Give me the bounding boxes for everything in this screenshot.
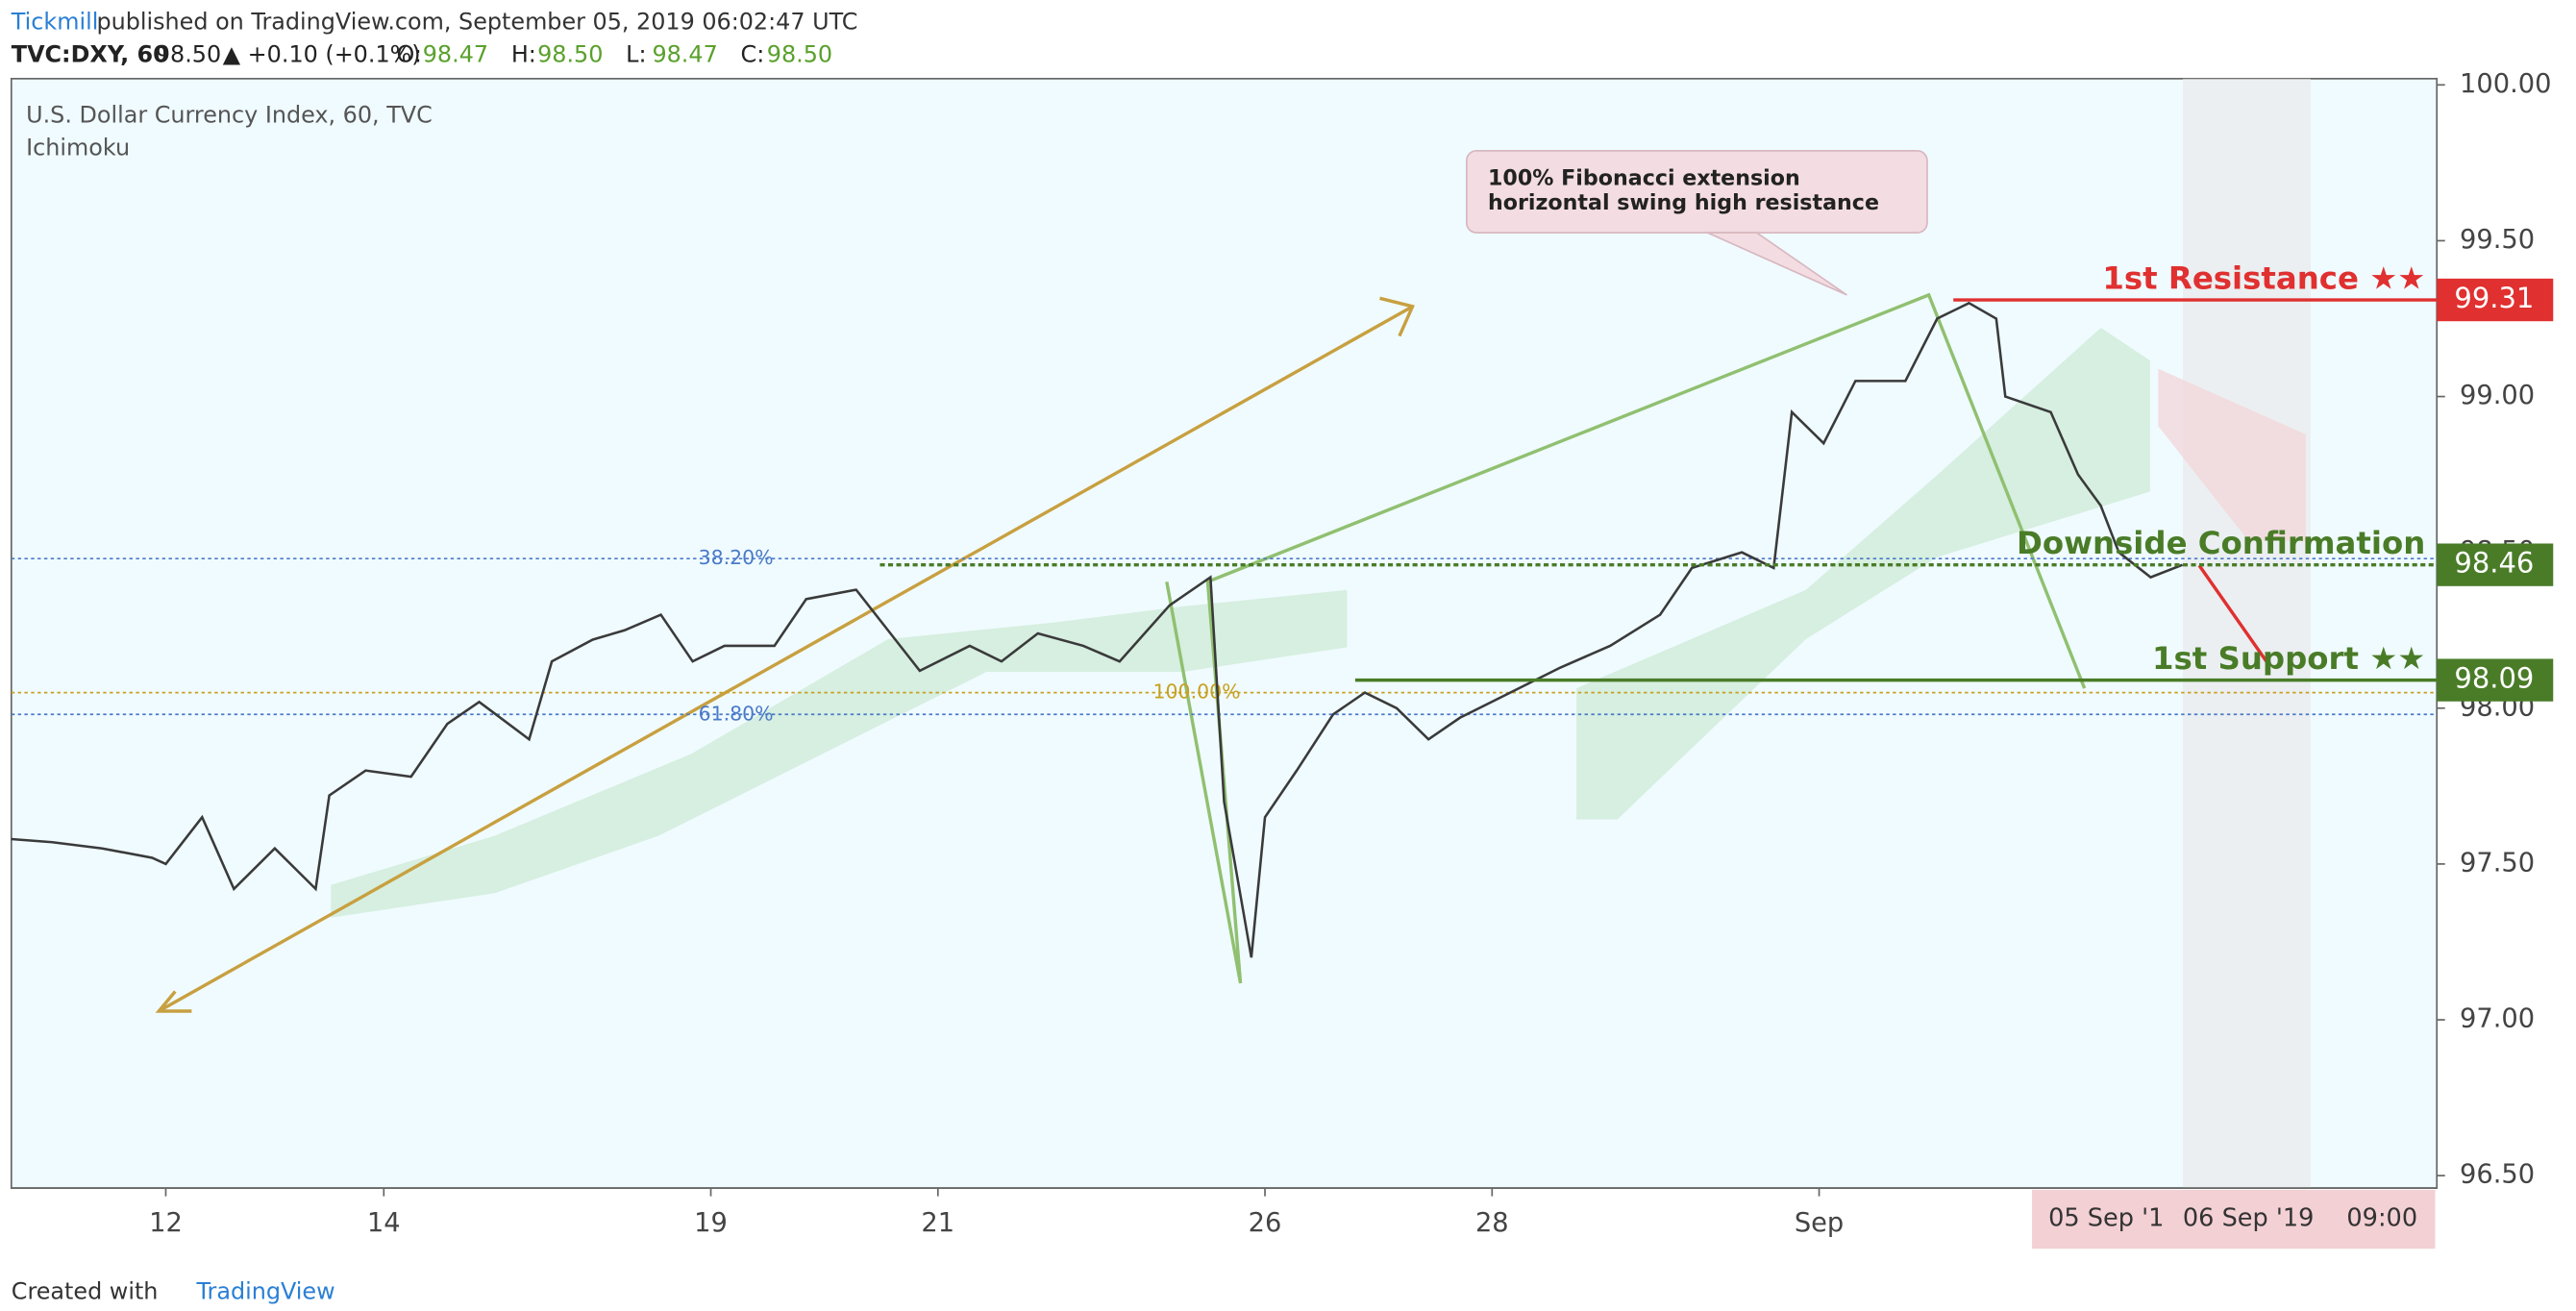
ohlc-value: 98.50 — [767, 40, 832, 67]
ohlc-key: O: — [396, 40, 421, 67]
fib-label: 38.20% — [699, 546, 774, 569]
x-tick-label: 14 — [367, 1208, 401, 1238]
change: ▲ +0.10 (+0.1%) — [223, 40, 421, 67]
callout-pointer — [1707, 232, 1847, 296]
x-tick-label: 28 — [1475, 1208, 1509, 1238]
price-tag-label: 98.46 — [2454, 547, 2534, 580]
crosshair-label: 09:00 — [2346, 1204, 2417, 1233]
crosshair-label: 05 Sep '1 — [2048, 1204, 2164, 1233]
ohlc-value: 98.50 — [537, 40, 603, 67]
level-label: 1st Resistance ★★ — [2102, 260, 2425, 297]
fib-label: 61.80% — [699, 702, 774, 725]
y-tick-label: 100.00 — [2460, 69, 2551, 99]
x-tick-label: 21 — [921, 1208, 954, 1238]
y-tick-label: 99.50 — [2460, 225, 2535, 255]
price-tag — [2437, 543, 2554, 586]
callout-text: 100% Fibonacci extension — [1488, 165, 1800, 190]
x-tick-label: 12 — [149, 1208, 183, 1238]
y-tick-label: 99.00 — [2460, 381, 2535, 410]
price-tag-label: 98.09 — [2454, 662, 2534, 695]
y-tick-label: 97.00 — [2460, 1004, 2535, 1034]
chart-title: U.S. Dollar Currency Index, 60, TVC — [26, 102, 433, 129]
target-arrow — [2197, 564, 2269, 665]
ohlc-key: L: — [626, 40, 646, 67]
x-tick-label: Sep — [1795, 1208, 1844, 1238]
projection-arrow — [158, 305, 1414, 1013]
level-label: 1st Support ★★ — [2152, 640, 2425, 677]
chart-subtitle: Ichimoku — [26, 135, 130, 161]
level-label: Downside Confirmation — [2017, 525, 2425, 561]
callout-box — [1465, 150, 1928, 234]
footer-brand: TradingView — [195, 1278, 334, 1305]
ohlc-value: 98.47 — [423, 40, 488, 67]
crosshair-label: 06 Sep '19 — [2183, 1204, 2315, 1233]
ohlc-value: 98.47 — [652, 40, 717, 67]
ohlc-key: C: — [741, 40, 765, 67]
publisher: Tickmill — [11, 8, 99, 35]
price-tag — [2437, 658, 2554, 702]
price: 98.50 — [156, 40, 221, 67]
footer-created: Created with — [12, 1278, 159, 1305]
arrow-head — [155, 990, 192, 1013]
arrow-head — [1379, 296, 1415, 337]
ichimoku-cloud-red — [2158, 368, 2306, 541]
price-line — [11, 301, 2184, 958]
price-tag — [2437, 278, 2554, 322]
ohlc-key: H: — [511, 40, 536, 67]
swing-arrows — [1165, 292, 2087, 984]
fib-label: 100.00% — [1153, 680, 1241, 704]
callout-text: horizontal swing high resistance — [1488, 190, 1879, 215]
symbol: TVC:DXY, 60 — [12, 40, 169, 67]
ichimoku-cloud — [331, 328, 2150, 918]
crosshair-box — [2032, 1189, 2436, 1249]
x-tick-label: 26 — [1249, 1208, 1282, 1238]
published: published on TradingView.com, September … — [96, 8, 857, 35]
y-tick-label: 97.50 — [2460, 848, 2535, 878]
price-tag-label: 99.31 — [2454, 282, 2534, 314]
x-tick-label: 19 — [694, 1208, 728, 1238]
y-tick-label: 96.50 — [2460, 1160, 2535, 1190]
